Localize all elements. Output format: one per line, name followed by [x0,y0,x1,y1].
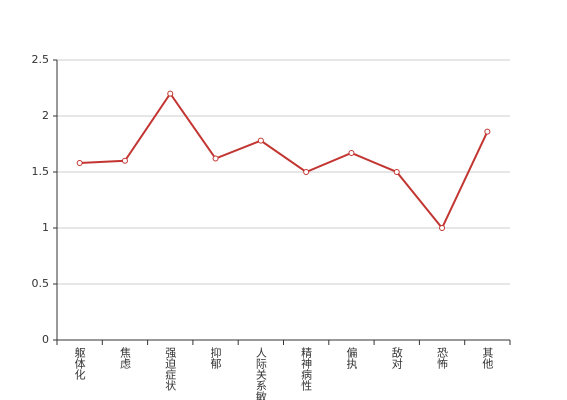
point [167,90,174,97]
x-tick-label: 人际关系敏感 [254,347,267,400]
point [439,225,446,231]
x-tick-label: 恐怖 [436,347,449,369]
point [212,155,219,162]
y-tick-label: 1.5 [32,165,50,178]
x-tick-label: 强迫症状 [164,347,177,391]
x-tick-label: 焦虑 [118,347,131,369]
x-tick-label: 偏执 [345,346,358,370]
y-tick-label: 1 [42,221,49,234]
point [393,169,400,175]
y-tick-label: 2.5 [32,53,50,66]
point [484,128,491,135]
point [257,137,264,144]
point [303,169,310,175]
x-tick-label: 其他 [481,347,494,369]
x-tick-label: 精神病性 [300,347,313,392]
point [121,157,128,164]
point [76,160,83,167]
x-tick-label: 敌对 [390,346,403,369]
x-tick-label: 躯体化 [73,347,86,381]
line [79,91,489,230]
x-tick-label: 抑郁 [209,346,222,369]
y-tick-label: 0.5 [32,277,50,290]
y-tick-label: 2 [42,109,49,122]
point [348,149,355,156]
y-tick-label: 0 [42,333,49,346]
